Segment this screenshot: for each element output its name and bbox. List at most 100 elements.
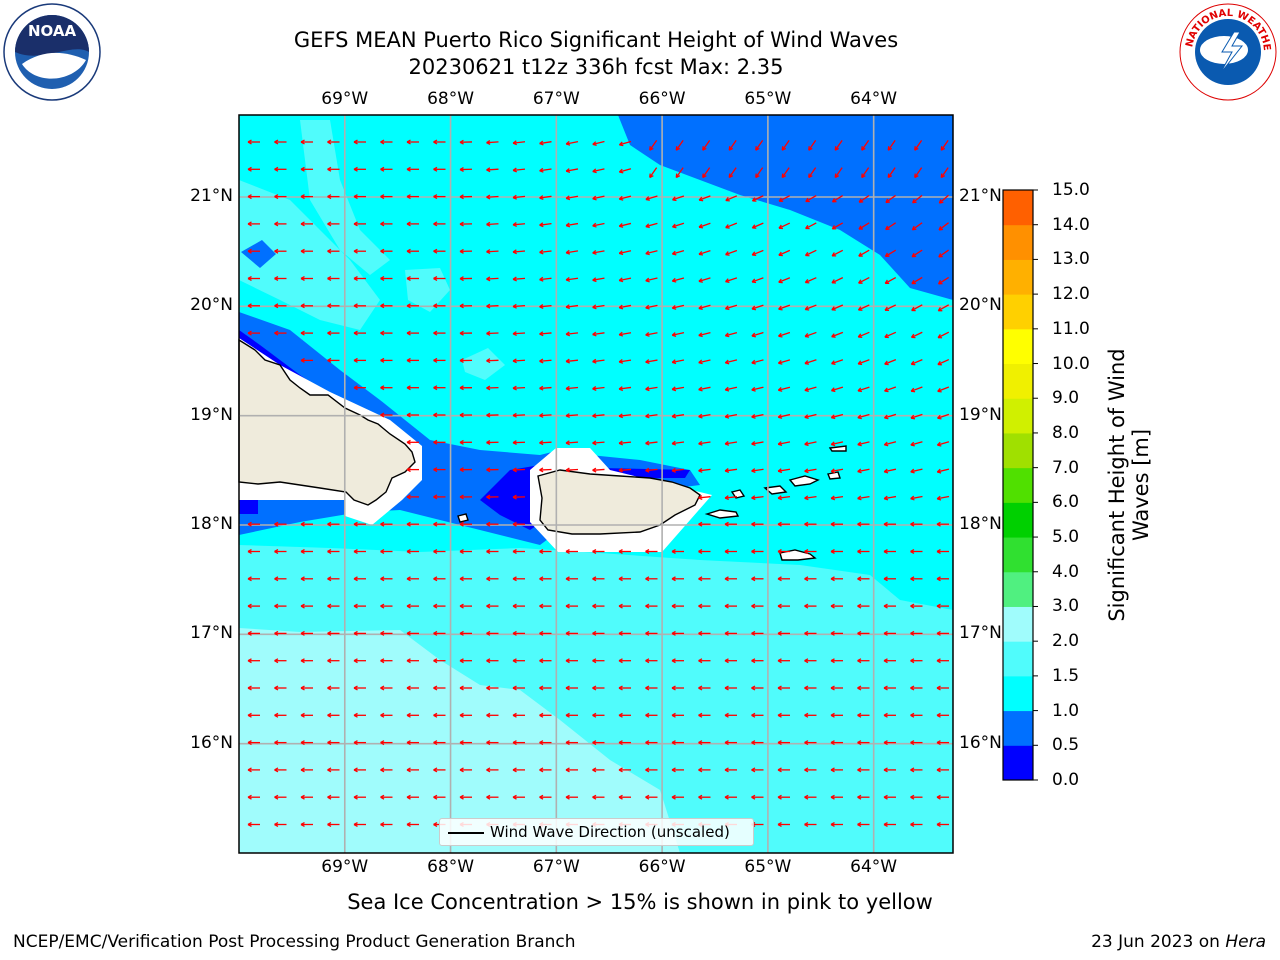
wind-wave-arrow xyxy=(804,521,817,527)
wind-wave-arrow xyxy=(698,740,711,746)
wind-wave-arrow xyxy=(936,740,949,746)
colorbar-tick-label: 7.0 xyxy=(1052,457,1080,478)
wind-wave-arrow xyxy=(353,549,366,554)
wind-wave-arrow xyxy=(804,249,817,257)
wind-wave-arrow xyxy=(380,630,393,636)
wind-wave-arrow xyxy=(327,139,340,145)
wind-wave-arrow xyxy=(274,603,287,609)
wind-wave-arrow xyxy=(433,139,446,145)
wind-wave-arrow xyxy=(751,685,764,691)
contour-0-5-1m-northeast xyxy=(618,115,953,300)
contour-1-5-2m-north-d xyxy=(462,348,505,380)
wind-wave-arrow xyxy=(671,467,685,473)
wind-wave-arrow xyxy=(728,167,737,179)
wind-wave-arrow xyxy=(459,794,472,800)
wind-wave-arrow xyxy=(327,221,340,227)
wind-wave-arrow xyxy=(512,794,525,800)
wind-wave-arrow xyxy=(698,467,711,473)
wind-wave-arrow xyxy=(539,331,552,337)
colorbar-segment xyxy=(1003,710,1033,746)
wind-wave-arrow xyxy=(539,195,552,200)
wind-wave-arrow xyxy=(751,386,764,392)
wind-wave-arrow xyxy=(512,630,525,636)
wind-wave-arrow xyxy=(751,468,764,474)
wind-wave-arrow xyxy=(353,685,366,691)
wind-wave-arrow xyxy=(910,386,923,393)
wind-wave-arrow xyxy=(539,712,552,718)
wind-wave-arrow xyxy=(830,658,843,664)
colorbar-tick-label: 6.0 xyxy=(1052,492,1080,513)
wind-wave-arrow xyxy=(883,794,896,800)
wind-wave-arrow xyxy=(645,467,658,473)
wind-wave-arrow xyxy=(433,385,446,391)
lat-label-right: 19°N xyxy=(959,404,1002,425)
wind-wave-arrow xyxy=(459,358,473,363)
wind-wave-arrow xyxy=(327,166,340,172)
wind-wave-arrow xyxy=(777,386,791,392)
wind-wave-arrow xyxy=(618,168,632,174)
colorbar-tick-label: 0.0 xyxy=(1052,770,1080,790)
wind-wave-arrow xyxy=(327,685,340,691)
wind-wave-arrow xyxy=(910,740,923,746)
wind-wave-arrow xyxy=(834,167,843,179)
wind-wave-arrow xyxy=(380,712,393,718)
wind-wave-arrow xyxy=(512,194,526,200)
wind-wave-arrow xyxy=(887,167,896,179)
wind-wave-arrow xyxy=(725,249,738,256)
wind-wave-arrow xyxy=(671,712,684,718)
colorbar-segment xyxy=(1003,398,1033,434)
sombrero-island xyxy=(828,445,847,452)
wind-wave-arrow xyxy=(751,576,764,582)
wind-wave-arrow xyxy=(936,468,950,474)
wind-wave-arrow xyxy=(725,222,738,229)
wind-wave-arrow xyxy=(884,331,897,339)
wind-wave-arrow xyxy=(671,359,685,365)
wind-wave-arrow xyxy=(592,168,605,174)
wind-wave-arrow xyxy=(831,331,844,338)
wind-wave-arrow xyxy=(486,658,499,664)
colorbar-tick-label: 11.0 xyxy=(1052,318,1090,339)
wind-wave-arrow xyxy=(486,194,499,200)
colorbar-tick-label: 4.0 xyxy=(1052,561,1080,582)
land xyxy=(238,338,847,561)
wind-wave-arrow xyxy=(618,794,631,800)
wind-wave-arrow xyxy=(486,276,499,282)
wind-wave-arrow xyxy=(300,549,313,554)
wind-wave-arrow xyxy=(645,277,658,283)
wind-wave-arrow xyxy=(910,767,923,773)
wind-wave-arrow xyxy=(751,222,764,229)
wind-wave-arrow xyxy=(857,685,870,691)
wind-wave-arrow xyxy=(724,331,738,338)
wind-wave-arrow xyxy=(592,712,605,718)
wind-wave-arrow xyxy=(592,467,605,473)
wind-wave-arrow xyxy=(830,521,843,527)
wind-wave-arrow xyxy=(512,303,526,309)
wind-wave-arrow xyxy=(777,549,790,554)
wind-wave-arrow xyxy=(512,249,526,255)
wind-wave-arrow xyxy=(804,331,817,338)
wind-wave-arrow xyxy=(911,304,923,312)
wind-wave-arrow xyxy=(433,603,446,609)
wind-wave-arrow xyxy=(778,222,791,230)
wind-wave-arrow xyxy=(433,467,446,473)
wind-wave-arrow xyxy=(327,630,340,636)
wind-wave-arrow xyxy=(751,658,764,664)
colorbar-segment xyxy=(1003,606,1033,642)
wind-wave-arrow xyxy=(645,331,658,337)
wind-wave-arrow xyxy=(592,195,605,201)
contour-0-0-5m-mona xyxy=(480,465,545,530)
wind-wave-arrow xyxy=(539,767,552,773)
svg-text:NOAA: NOAA xyxy=(28,22,77,40)
wind-wave-arrow xyxy=(565,712,578,718)
wind-wave-arrow xyxy=(353,221,366,227)
wind-wave-arrow xyxy=(777,630,790,636)
wind-wave-arrow xyxy=(512,167,526,173)
wind-wave-arrow xyxy=(911,222,923,231)
wind-wave-arrow xyxy=(300,767,313,773)
wind-wave-arrow xyxy=(777,767,790,773)
wind-wave-arrow xyxy=(539,385,552,391)
wind-wave-arrow xyxy=(592,386,605,391)
wind-wave-arrow xyxy=(618,195,632,201)
footer-date: 23 Jun 2023 on Hera xyxy=(1091,932,1266,952)
wind-wave-arrow xyxy=(539,167,552,173)
